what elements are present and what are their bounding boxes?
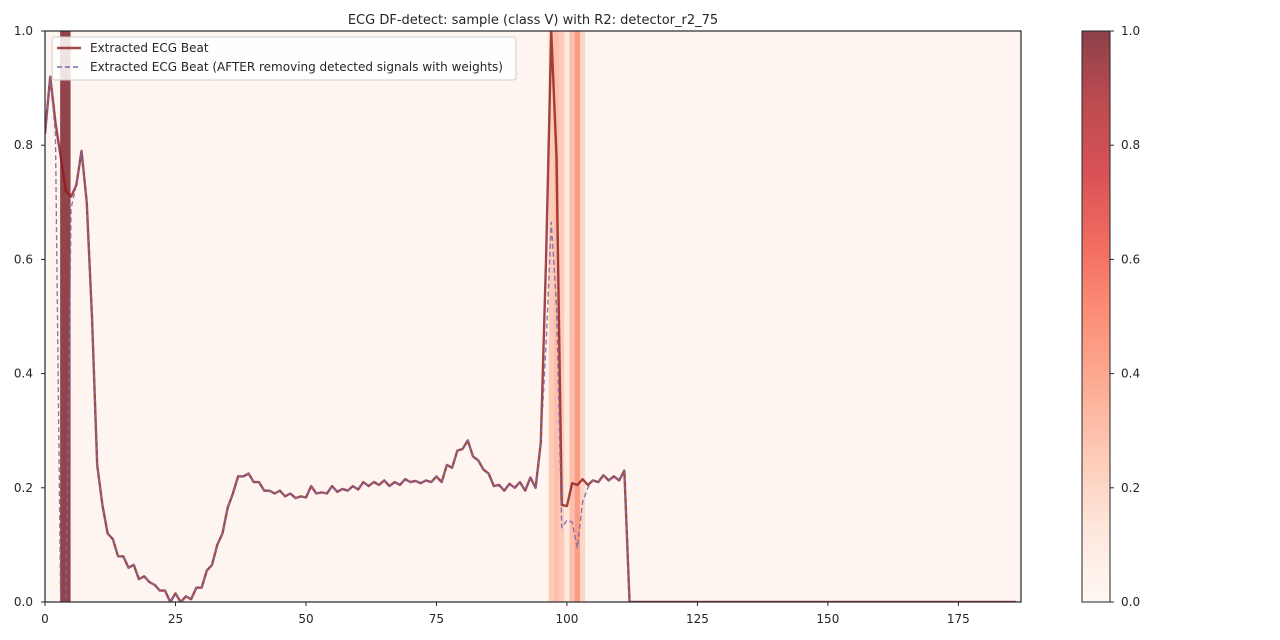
x-tick-label: 125 [686,612,709,626]
y-tick-label: 0.2 [14,481,33,495]
heatmap-bands [45,31,1021,602]
weight-band [579,31,586,602]
y-tick-label: 1.0 [14,24,33,38]
x-tick-label: 75 [429,612,444,626]
colorbar-tick-label: 0.2 [1121,481,1140,495]
colorbar-tick-label: 0.6 [1121,252,1140,266]
x-tick-label: 25 [168,612,183,626]
colorbar-tick-label: 0.8 [1121,138,1140,152]
weight-band [548,31,554,602]
x-tick-label: 100 [555,612,578,626]
x-tick-label: 175 [947,612,970,626]
weight-band [559,31,565,602]
series-lines [45,31,1016,602]
y-tick-label: 0.0 [14,595,33,609]
weight-band [60,31,71,602]
y-tick-label: 0.8 [14,138,33,152]
x-tick-label: 0 [41,612,49,626]
x-tick-label: 150 [816,612,839,626]
y-tick-label: 0.6 [14,252,33,266]
colorbar-tick-label: 1.0 [1121,24,1140,38]
legend: Extracted ECG Beat Extracted ECG Beat (A… [51,36,517,81]
x-tick-label: 50 [298,612,313,626]
series-line-after-removal [45,75,1016,602]
colorbar-tick-label: 0.4 [1121,367,1140,381]
band-baseline [45,31,1021,602]
legend-label-after-removal: Extracted ECG Beat (AFTER removing detec… [90,60,503,74]
plot-frame [44,30,1022,603]
legend-box [51,36,517,81]
y-tick-label: 0.4 [14,367,33,381]
chart-title: ECG DF-detect: sample (class V) with R2:… [348,13,718,28]
weight-band [574,31,580,602]
colorbar [1081,30,1111,603]
y-axis: 0.0 0.2 0.4 0.6 0.8 1.0 [14,24,45,609]
legend-label-extracted-beat: Extracted ECG Beat [90,41,209,55]
weight-band [564,31,570,602]
colorbar-ticks: 0.0 0.2 0.4 0.6 0.8 1.0 [1110,24,1140,609]
weight-band [569,31,575,602]
colorbar-tick-label: 0.0 [1121,595,1140,609]
x-axis: 0 25 50 75 100 125 150 175 [41,602,970,626]
